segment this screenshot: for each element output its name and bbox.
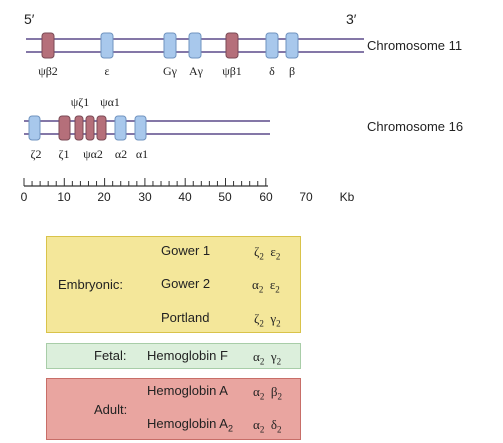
gene-psi-alpha2 <box>85 115 95 141</box>
hb-f-name: Hemoglobin F <box>147 348 228 363</box>
hb-gower2-chains: α2 ε2 <box>252 277 280 295</box>
label-alpha1: α1 <box>136 147 148 161</box>
embryonic-label: Embryonic: <box>58 277 124 292</box>
hb-a2-name: Hemoglobin A2 <box>147 416 233 434</box>
hb-a-chains: α2 β2 <box>253 384 282 402</box>
hb-gower1-name: Gower 1 <box>161 243 211 258</box>
chr11-label: Chromosome 11 <box>367 38 462 53</box>
label-beta: β <box>289 64 295 78</box>
label-psi-alpha2: ψα2 <box>83 147 103 161</box>
fetal-label: Fetal: <box>94 348 127 363</box>
gene-psi-beta2 <box>41 32 55 59</box>
gene-alpha2 <box>114 115 127 141</box>
scale-ticks <box>23 178 267 186</box>
scale-tick-20: 20 <box>97 190 111 204</box>
fetal-box <box>46 343 301 369</box>
scale-tick-30: 30 <box>138 190 152 204</box>
label-delta: δ <box>269 64 275 78</box>
gene-psi-zeta1 <box>74 115 84 141</box>
label-psi-alpha1: ψα1 <box>100 95 120 109</box>
five-prime-label: 5′ <box>24 11 35 27</box>
scale-tick-0: 0 <box>21 190 28 204</box>
gene-psi-alpha1 <box>96 115 107 141</box>
hb-a-name: Hemoglobin A <box>147 383 228 398</box>
label-zeta2: ζ2 <box>31 147 42 161</box>
gene-a-gamma <box>188 32 202 59</box>
scale-tick-50: 50 <box>218 190 232 204</box>
gene-map: 5′ 3′ Chromosome 11 ψβ2 ε Gγ Aγ ψβ1 δ β … <box>21 11 463 204</box>
scale-tick-40: 40 <box>178 190 192 204</box>
gene-psi-beta1 <box>225 32 239 59</box>
hb-portland-chains: ζ2 γ2 <box>254 311 281 329</box>
scale-tick-60: 60 <box>259 190 273 204</box>
label-g-gamma: Gγ <box>163 64 178 78</box>
chr16-label: Chromosome 16 <box>367 119 463 134</box>
label-a-gamma: Aγ <box>189 64 204 78</box>
three-prime-label: 3′ <box>346 11 357 27</box>
label-alpha2: α2 <box>115 147 127 161</box>
gene-epsilon <box>100 32 114 59</box>
scale-unit: Kb <box>340 190 355 204</box>
label-psi-beta2: ψβ2 <box>38 64 58 78</box>
label-zeta1: ζ1 <box>59 147 70 161</box>
label-psi-zeta1: ψζ1 <box>71 95 89 109</box>
scale-tick-10: 10 <box>57 190 71 204</box>
gene-delta <box>265 32 279 59</box>
hb-a2-chains: α2 δ2 <box>253 417 282 435</box>
gene-zeta1 <box>58 115 71 141</box>
gene-alpha1 <box>134 115 147 141</box>
hb-f-chains: α2 γ2 <box>253 349 282 367</box>
scale-tick-70: 70 <box>299 190 313 204</box>
adult-box <box>46 378 301 440</box>
hb-gower1-chains: ζ2 ε2 <box>254 244 281 262</box>
gene-zeta2 <box>28 115 41 141</box>
gene-g-gamma <box>163 32 177 59</box>
embryonic-box <box>46 236 301 333</box>
hb-gower2-name: Gower 2 <box>161 276 211 291</box>
gene-beta <box>285 32 299 59</box>
label-psi-beta1: ψβ1 <box>222 64 242 78</box>
hb-portland-name: Portland <box>161 310 210 325</box>
label-epsilon: ε <box>104 64 109 78</box>
adult-label: Adult: <box>94 402 128 417</box>
